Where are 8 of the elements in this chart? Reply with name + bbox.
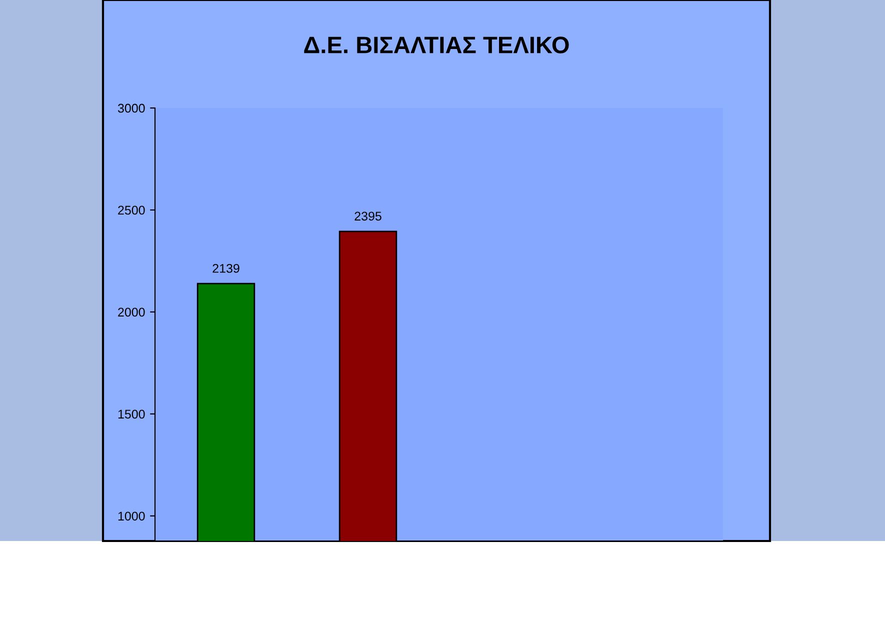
y-tick-label: 3000 [118,104,145,113]
data-label: 2139 [212,264,240,273]
y-tick-label: 1500 [118,410,145,419]
y-tick-label: 2500 [118,206,145,215]
data-label: 2395 [354,212,382,221]
chart-title: Δ.Ε. ΒΙΣΑΛΤΙΑΣ ΤΕΛΙΚΟ [304,36,569,54]
y-tick-label: 2000 [118,308,145,317]
y-tick-label: 1000 [118,512,145,521]
